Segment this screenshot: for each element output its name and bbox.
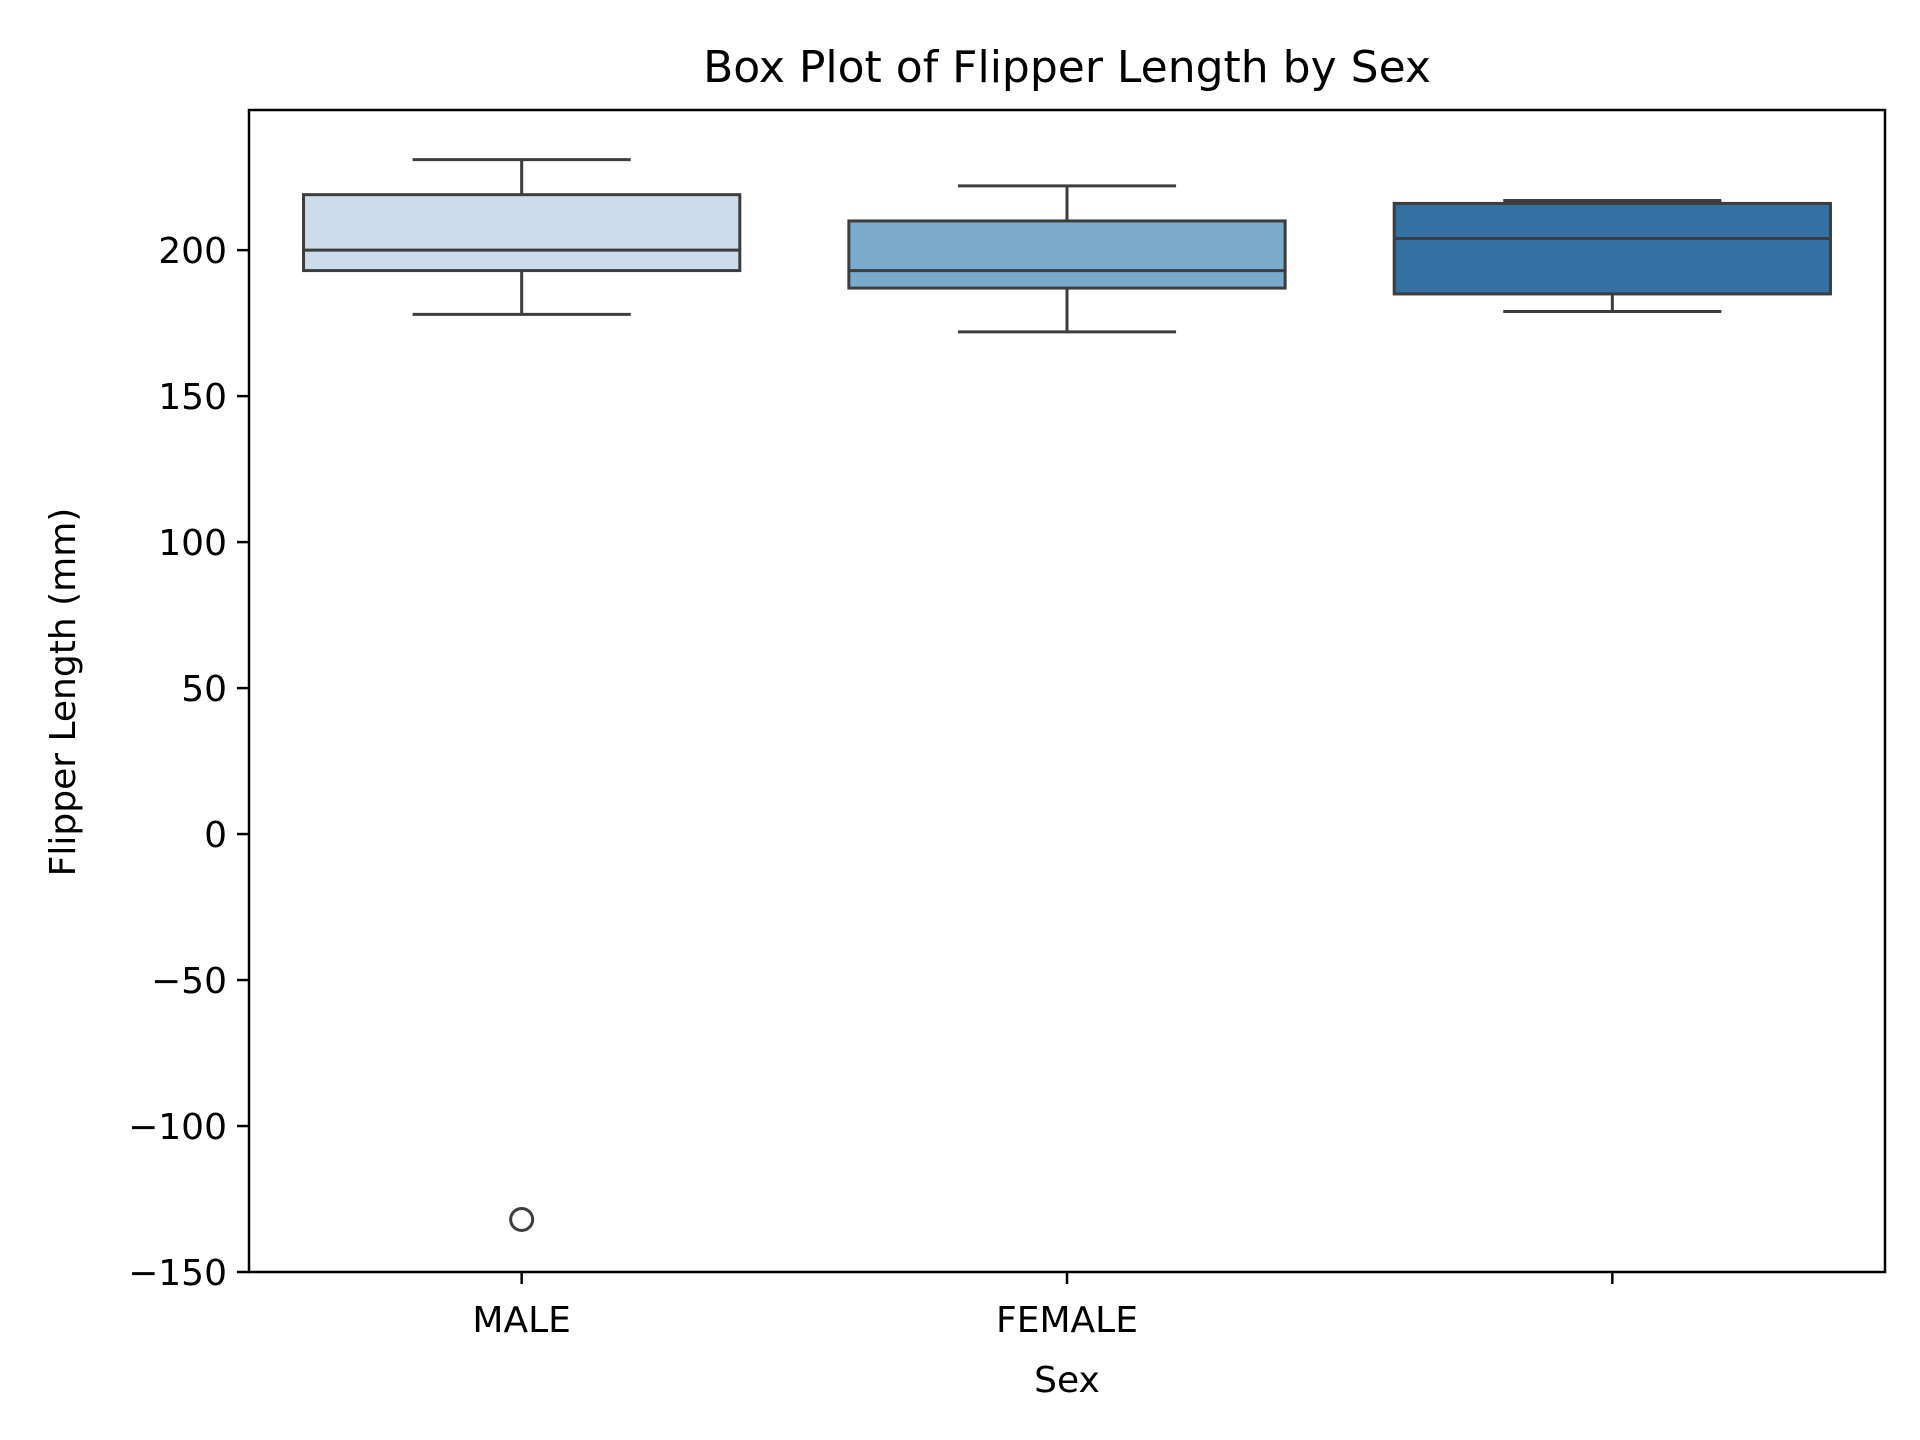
y-tick-label: 100 — [158, 523, 227, 564]
x-tick-label: FEMALE — [996, 1300, 1138, 1341]
y-axis-label: Flipper Length (mm) — [43, 508, 84, 877]
y-tick-label: 50 — [181, 669, 227, 710]
y-tick-label: 0 — [204, 815, 227, 856]
plot-area — [302, 158, 1832, 1232]
box-group — [847, 184, 1287, 334]
box-iqr — [302, 193, 742, 273]
y-tick-label: −150 — [128, 1253, 227, 1294]
y-tick-label: 200 — [158, 231, 227, 272]
outlier-point — [509, 1206, 535, 1232]
box-group — [302, 158, 742, 1232]
x-axis: MALE FEMALE — [472, 1272, 1614, 1341]
y-tick-label: −100 — [128, 1107, 227, 1148]
y-tick-label: 150 — [158, 377, 227, 418]
box-group — [1392, 199, 1832, 313]
x-axis-label: Sex — [1034, 1360, 1100, 1401]
y-axis: 200 150 100 50 0 −50 −100 −150 — [128, 231, 249, 1294]
chart-title: Box Plot of Flipper Length by Sex — [703, 42, 1431, 93]
box-iqr — [847, 219, 1287, 290]
box-iqr — [1392, 201, 1832, 296]
x-tick-label: MALE — [472, 1300, 571, 1341]
y-tick-label: −50 — [151, 961, 227, 1002]
